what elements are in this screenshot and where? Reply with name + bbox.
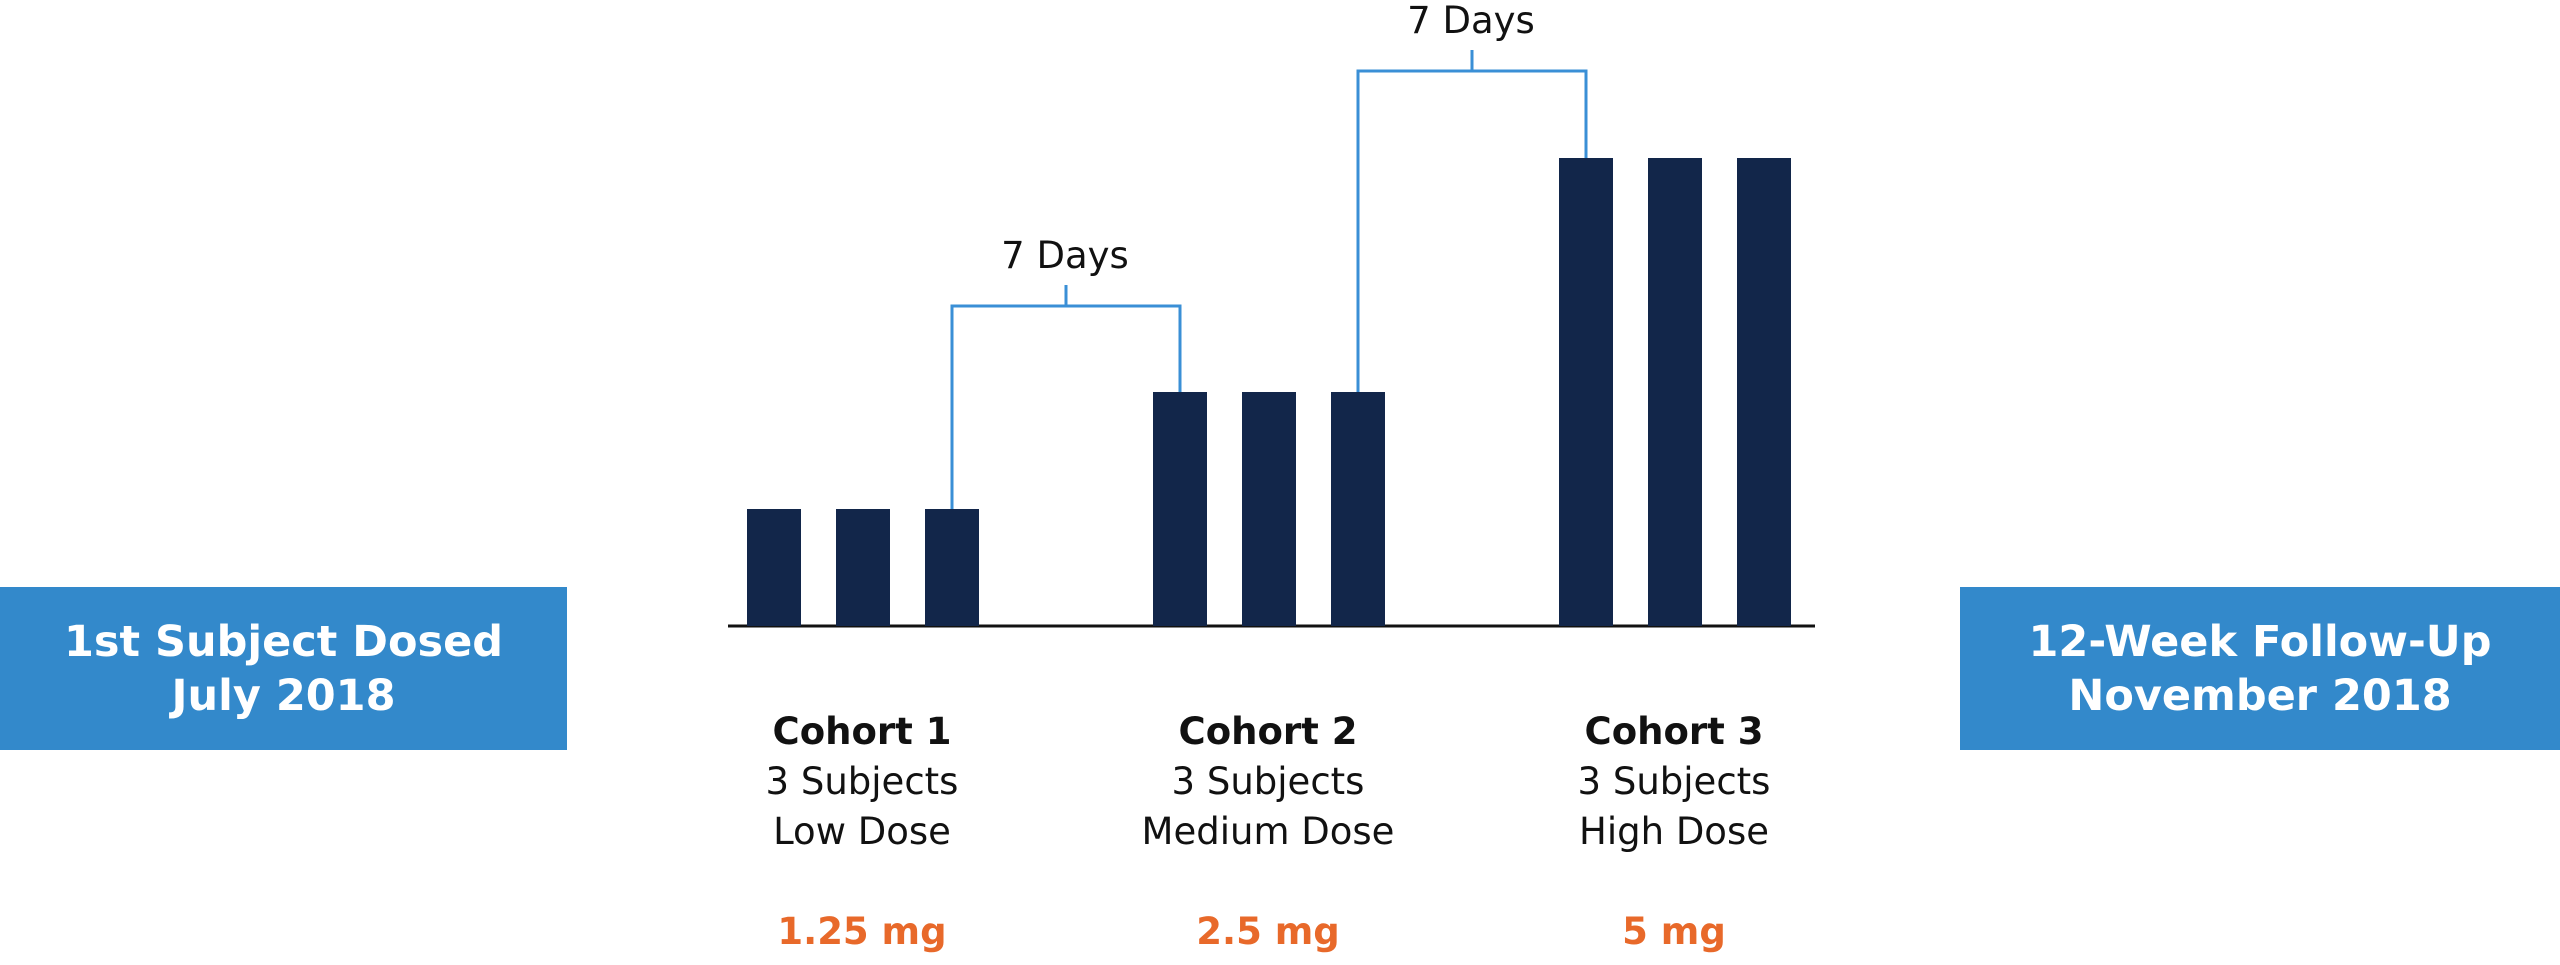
interval-2-label: 7 Days <box>1407 0 1535 42</box>
cohort-subjects: 3 Subjects <box>1171 760 1365 803</box>
cohort-title: Cohort 1 <box>772 710 952 753</box>
cohort-title: Cohort 2 <box>1178 710 1358 753</box>
cohort-3-subject-bar <box>1559 158 1613 626</box>
cohort-dose: 2.5 mg <box>1196 910 1340 953</box>
cohort-1-label: Cohort 1 3 Subjects Low Dose 1.25 mg <box>652 707 1072 957</box>
cohort-subjects: 3 Subjects <box>765 760 959 803</box>
end-milestone-box: 12-Week Follow-Up November 2018 <box>1960 587 2560 750</box>
cohort-subjects: 3 Subjects <box>1577 760 1771 803</box>
interval-brackets <box>950 50 1588 509</box>
cohort-1-subject-bar <box>925 509 979 626</box>
interval-1-bracket <box>950 285 1182 509</box>
cohort-dose: 1.25 mg <box>777 910 947 953</box>
end-milestone-title: 12-Week Follow-Up <box>2028 616 2492 667</box>
cohort-3-label: Cohort 3 3 Subjects High Dose 5 mg <box>1464 707 1884 957</box>
start-milestone-date: July 2018 <box>171 670 396 721</box>
cohort-2-label: Cohort 2 3 Subjects Medium Dose 2.5 mg <box>1058 707 1478 957</box>
cohort-dose-level: Medium Dose <box>1141 810 1395 853</box>
cohort-dose-level: High Dose <box>1579 810 1769 853</box>
start-milestone-box: 1st Subject Dosed July 2018 <box>0 587 567 750</box>
cohort-title: Cohort 3 <box>1584 710 1764 753</box>
cohort-2-subject-bar <box>1242 392 1296 626</box>
cohort-1-subject-bar <box>747 509 801 626</box>
cohort-dose-level: Low Dose <box>773 810 951 853</box>
cohort-1-subject-bar <box>836 509 890 626</box>
start-milestone-title: 1st Subject Dosed <box>63 616 504 667</box>
cohort-3-subject-bar <box>1737 158 1791 626</box>
interval-2-bracket <box>1356 50 1588 392</box>
cohort-bars <box>747 158 1791 626</box>
cohort-dose: 5 mg <box>1622 910 1726 953</box>
cohort-2-subject-bar <box>1331 392 1385 626</box>
cohort-2-subject-bar <box>1153 392 1207 626</box>
cohort-3-subject-bar <box>1648 158 1702 626</box>
end-milestone-date: November 2018 <box>2068 670 2452 721</box>
interval-1-label: 7 Days <box>1001 234 1129 277</box>
